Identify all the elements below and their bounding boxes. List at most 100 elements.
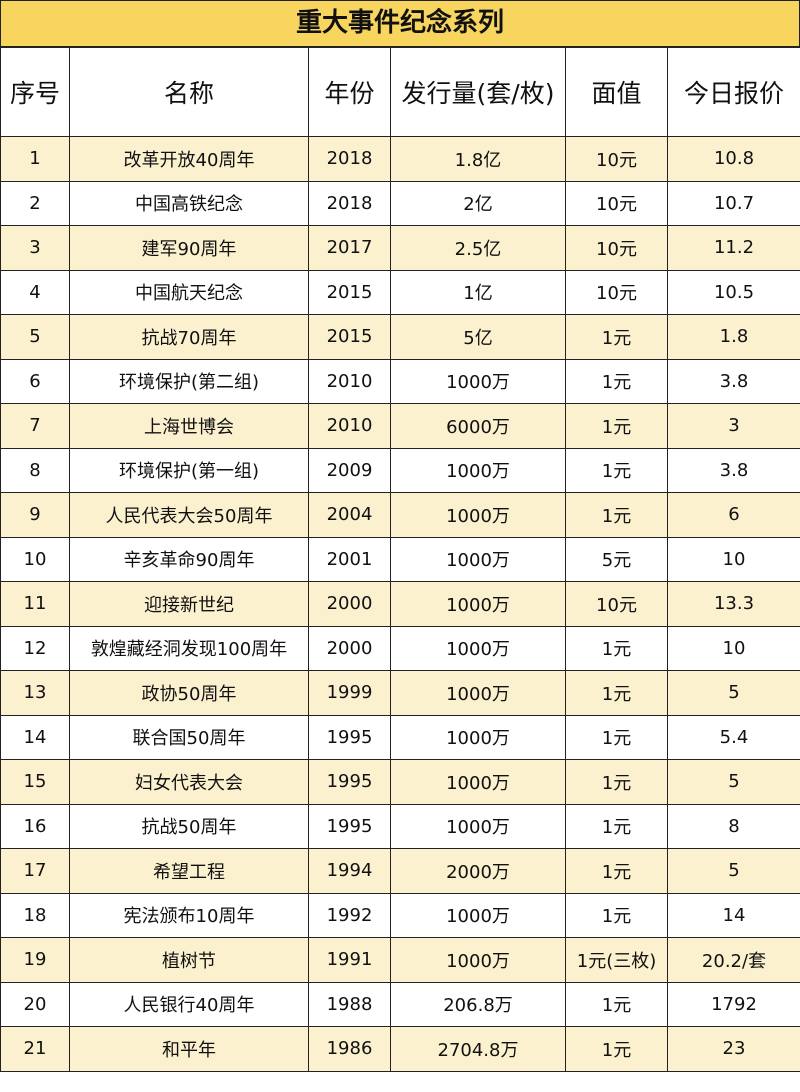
table-cell: 中国航天纪念 — [69, 269, 309, 315]
table-cell: 1000万 — [390, 625, 566, 671]
table-cell: 2009 — [308, 447, 391, 493]
header-cell: 序号 — [0, 47, 70, 137]
table-row: 17 希望工程 1994 2000万 1元 5 — [0, 848, 800, 894]
table-cell: 1000万 — [390, 892, 566, 938]
table-row: 1 改革开放40周年 2018 1.8亿 10元 10.8 — [0, 136, 800, 182]
table-cell: 建军90周年 — [69, 225, 309, 271]
table-cell: 2018 — [308, 136, 391, 182]
header-cell: 发行量(套/枚) — [390, 47, 566, 137]
table-row: 18 宪法颁布10周年 1992 1000万 1元 14 — [0, 892, 800, 938]
table-cell: 14 — [667, 892, 800, 938]
table-cell: 6 — [0, 358, 70, 404]
table-row: 6 环境保护(第二组) 2010 1000万 1元 3.8 — [0, 358, 800, 404]
table-cell: 23 — [667, 1026, 800, 1072]
table-cell: 10.7 — [667, 180, 800, 226]
table-cell: 环境保护(第二组) — [69, 358, 309, 404]
table-cell: 8 — [667, 803, 800, 849]
table-cell: 辛亥革命90周年 — [69, 536, 309, 582]
table-row: 5 抗战70周年 2015 5亿 1元 1.8 — [0, 314, 800, 360]
header-cell: 今日报价 — [667, 47, 800, 137]
table-row: 21 和平年 1986 2704.8万 1元 23 — [0, 1026, 800, 1072]
table-cell: 2.5亿 — [390, 225, 566, 271]
table-cell: 16 — [0, 803, 70, 849]
table-cell: 9 — [0, 492, 70, 538]
table-cell: 2015 — [308, 314, 391, 360]
table-cell: 1元 — [565, 625, 668, 671]
table-cell: 10元 — [565, 225, 668, 271]
table-cell: 13 — [0, 670, 70, 716]
header-row: 序号 名称 年份 发行量(套/枚) 面值 今日报价 — [0, 47, 800, 137]
table-cell: 1792 — [667, 981, 800, 1027]
table-row: 11 迎接新世纪 2000 1000万 10元 13.3 — [0, 581, 800, 627]
table-row: 9 人民代表大会50周年 2004 1000万 1元 6 — [0, 492, 800, 538]
table-cell: 1元 — [565, 714, 668, 760]
table-cell: 5 — [667, 848, 800, 894]
table-cell: 5 — [0, 314, 70, 360]
table-cell: 1000万 — [390, 759, 566, 805]
table-cell: 1元 — [565, 492, 668, 538]
table-row: 3 建军90周年 2017 2.5亿 10元 11.2 — [0, 225, 800, 271]
table-cell: 2018 — [308, 180, 391, 226]
table-cell: 10.5 — [667, 269, 800, 315]
table-cell: 206.8万 — [390, 981, 566, 1027]
table-cell: 10元 — [565, 136, 668, 182]
table-cell: 5.4 — [667, 714, 800, 760]
table-cell: 1元 — [565, 1026, 668, 1072]
table-row: 10 辛亥革命90周年 2001 1000万 5元 10 — [0, 536, 800, 582]
header-cell: 面值 — [565, 47, 668, 137]
table-cell: 17 — [0, 848, 70, 894]
table-cell: 11 — [0, 581, 70, 627]
table-cell: 1999 — [308, 670, 391, 716]
table-cell: 20.2/套 — [667, 937, 800, 983]
title-bar: 重大事件纪念系列 — [0, 0, 800, 47]
table-cell: 1 — [0, 136, 70, 182]
table-cell: 1000万 — [390, 492, 566, 538]
table-cell: 1元 — [565, 759, 668, 805]
table-cell: 10元 — [565, 269, 668, 315]
table-cell: 3 — [0, 225, 70, 271]
table-cell: 联合国50周年 — [69, 714, 309, 760]
table-cell: 1995 — [308, 759, 391, 805]
table-row: 12 敦煌藏经洞发现100周年 2000 1000万 1元 10 — [0, 625, 800, 671]
table-cell: 2010 — [308, 358, 391, 404]
table-cell: 10.8 — [667, 136, 800, 182]
table-cell: 15 — [0, 759, 70, 805]
table-cell: 3.8 — [667, 447, 800, 493]
table-row: 20 人民银行40周年 1988 206.8万 1元 1792 — [0, 981, 800, 1027]
table-row: 19 植树节 1991 1000万 1元(三枚) 20.2/套 — [0, 937, 800, 983]
table-cell: 1000万 — [390, 447, 566, 493]
table-row: 2 中国高铁纪念 2018 2亿 10元 10.7 — [0, 180, 800, 226]
table-cell: 2001 — [308, 536, 391, 582]
table-cell: 人民银行40周年 — [69, 981, 309, 1027]
table-cell: 1000万 — [390, 803, 566, 849]
table-cell: 迎接新世纪 — [69, 581, 309, 627]
table-cell: 14 — [0, 714, 70, 760]
table-cell: 3.8 — [667, 358, 800, 404]
table-cell: 2000万 — [390, 848, 566, 894]
table-cell: 1000万 — [390, 937, 566, 983]
table-row: 14 联合国50周年 1995 1000万 1元 5.4 — [0, 714, 800, 760]
table-cell: 2004 — [308, 492, 391, 538]
table-row: 4 中国航天纪念 2015 1亿 10元 10.5 — [0, 269, 800, 315]
table-cell: 1994 — [308, 848, 391, 894]
table-cell: 2010 — [308, 403, 391, 449]
table-cell: 改革开放40周年 — [69, 136, 309, 182]
table-cell: 1000万 — [390, 358, 566, 404]
table-cell: 1元 — [565, 892, 668, 938]
table-cell: 7 — [0, 403, 70, 449]
table-cell: 19 — [0, 937, 70, 983]
table-cell: 1.8亿 — [390, 136, 566, 182]
table-cell: 和平年 — [69, 1026, 309, 1072]
table-cell: 5元 — [565, 536, 668, 582]
table-cell: 21 — [0, 1026, 70, 1072]
table-cell: 18 — [0, 892, 70, 938]
table-row: 7 上海世博会 2010 6000万 1元 3 — [0, 403, 800, 449]
table-cell: 1元 — [565, 447, 668, 493]
table-cell: 20 — [0, 981, 70, 1027]
table-cell: 1000万 — [390, 670, 566, 716]
table-cell: 抗战50周年 — [69, 803, 309, 849]
data-table: 序号 名称 年份 发行量(套/枚) 面值 今日报价 1 改革开放40周年 2018 1.8亿 10… — [0, 47, 800, 1072]
table-cell: 环境保护(第一组) — [69, 447, 309, 493]
table-cell: 1元 — [565, 848, 668, 894]
